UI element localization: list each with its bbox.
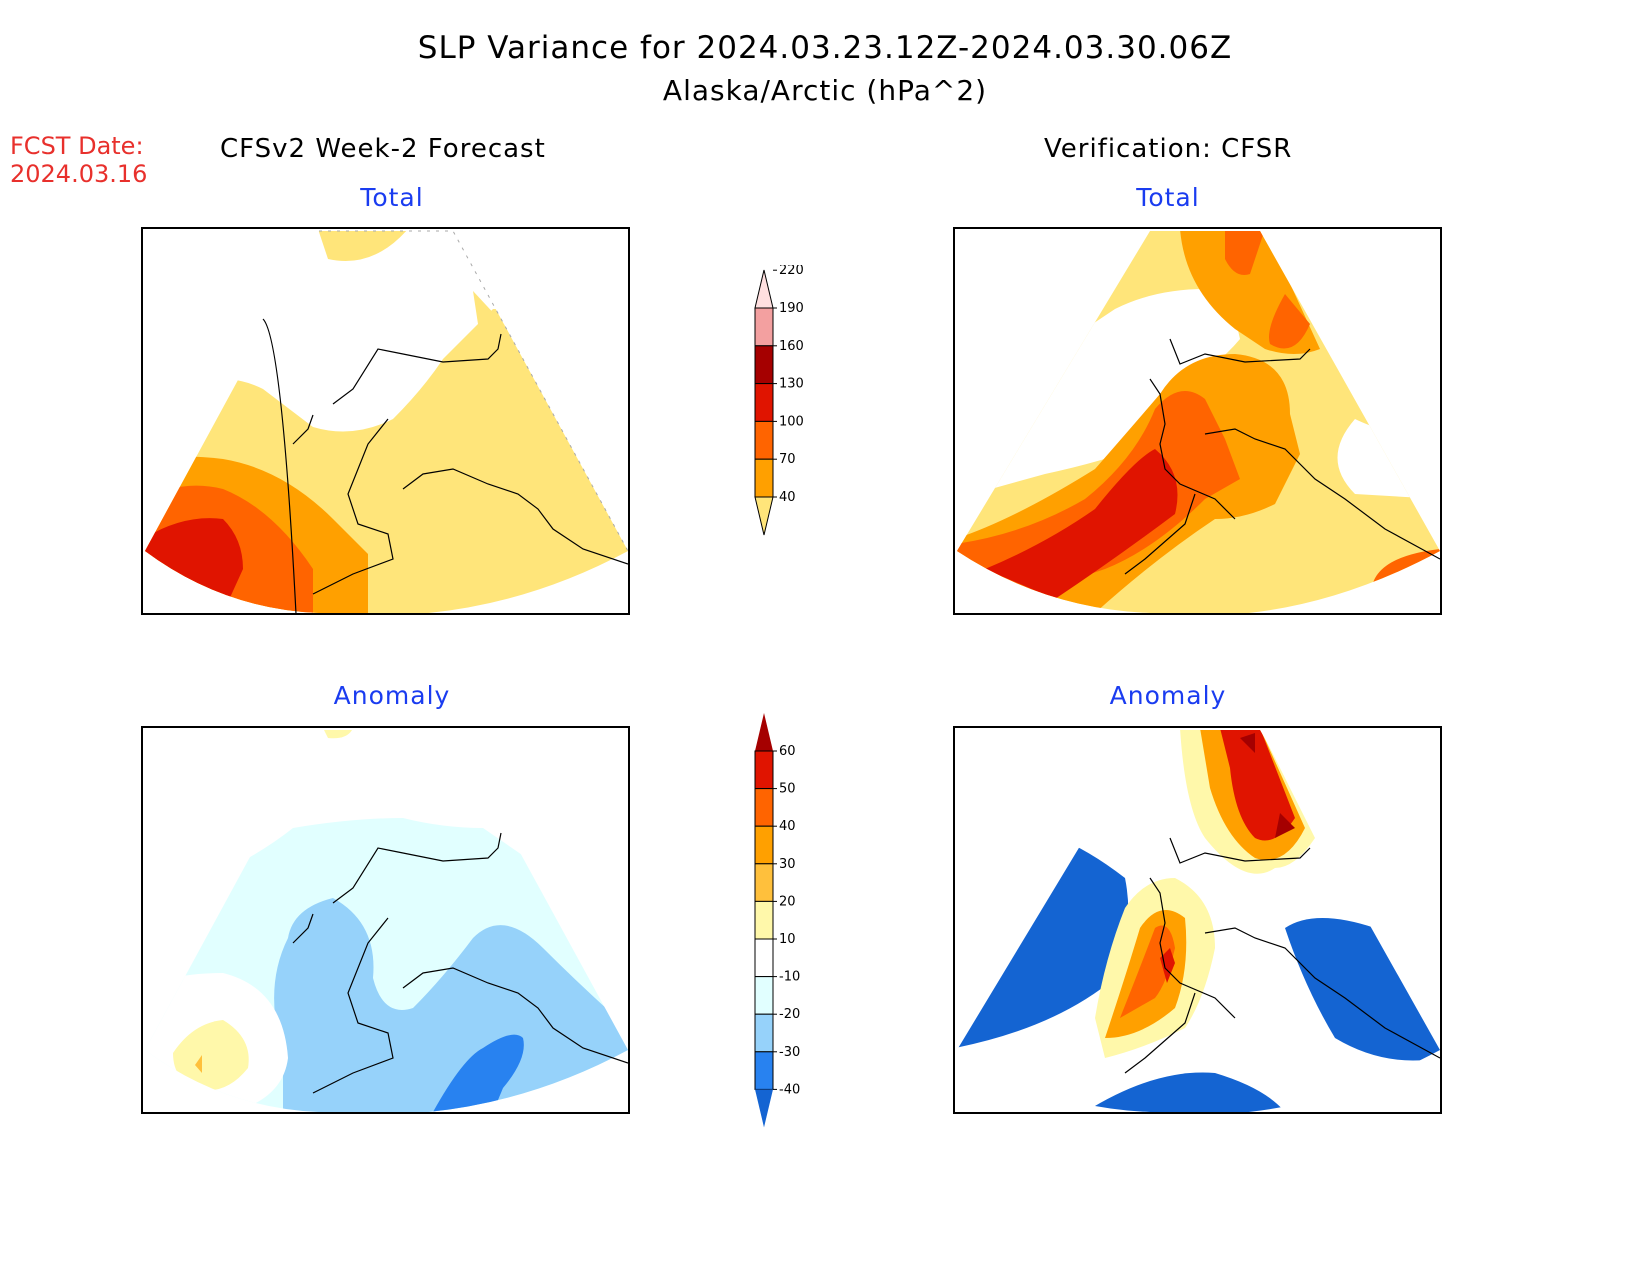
colorbar-box: [754, 307, 774, 347]
verification-column-title: Verification: CFSR: [1044, 134, 1293, 164]
colorbar-label: 20: [779, 894, 796, 909]
colorbar-box: [754, 458, 774, 498]
forecast-total-map: [141, 227, 630, 615]
verification-total-title: Total: [1136, 183, 1200, 212]
chart-subtitle: Alaska/Arctic (hPa^2): [662, 74, 988, 107]
contour-130-main: [985, 449, 1178, 599]
contour-130: [145, 518, 243, 613]
contour-10-top: [323, 730, 353, 739]
colorbar-box: [754, 1013, 774, 1053]
forecast-date-value: 2024.03.16: [10, 160, 148, 188]
colorbar-label: 220: [779, 265, 804, 278]
colorbar-label: 190: [779, 301, 804, 316]
colorbar-box: [754, 938, 774, 978]
colorbar-box: [754, 750, 774, 790]
contour-minus-30: [433, 1034, 524, 1112]
coastline: [1124, 338, 1440, 575]
contour-below-40-nw: [957, 289, 1240, 499]
colorbar-label: 30: [779, 857, 796, 872]
contour-10: [173, 1020, 249, 1091]
forecast-total-title: Total: [360, 183, 424, 212]
colorbar-top-triangle: [755, 713, 773, 751]
colorbar-box: [754, 863, 774, 902]
colorbar-label: -40: [779, 1082, 800, 1097]
colorbar-label: -20: [779, 1007, 800, 1022]
contour-130-se: [1405, 581, 1440, 613]
colorbar-bottom-triangle: [754, 496, 774, 536]
colorbar-label: -30: [779, 1045, 800, 1060]
contour-20: [195, 1055, 202, 1073]
verification-anomaly-map: [953, 726, 1442, 1114]
colorbar-label: 50: [779, 782, 796, 797]
coastline: [292, 832, 628, 1094]
colorbar-box: [754, 345, 774, 385]
colorbar-box: [754, 900, 774, 940]
total-colorbar: 40 70 100 130 160 190 220: [750, 263, 820, 585]
colorbar-label: 40: [779, 819, 796, 834]
colorbar-label: 60: [779, 744, 796, 759]
contour-minus-40-south: [1085, 1072, 1285, 1112]
verification-anomaly-title: Anomaly: [1109, 681, 1227, 710]
contour-100-north: [1225, 231, 1310, 349]
colorbar-box: [754, 1051, 774, 1090]
colorbar-box: [754, 383, 774, 422]
chart-title: SLP Variance for 2024.03.23.12Z-2024.03.…: [417, 30, 1233, 66]
contour-40-ne: [473, 291, 513, 340]
colorbar-bottom-triangle: [755, 1089, 773, 1128]
colorbar-box: [754, 825, 774, 865]
anomaly-colorbar: -40 -30 -20 -10 10 20 30 40 50 60: [750, 705, 820, 1135]
forecast-date-label: FCST Date:: [10, 132, 144, 160]
contour-50-north: [1220, 730, 1295, 841]
forecast-column-title: CFSv2 Week-2 Forecast: [220, 134, 546, 164]
colorbar-top-triangle: [754, 269, 774, 309]
colorbar-label: 160: [779, 339, 804, 354]
colorbar-label: 70: [779, 452, 796, 467]
colorbar-label: 100: [779, 414, 804, 429]
colorbar-label: 10: [779, 932, 796, 947]
colorbar-box: [754, 788, 774, 827]
contour-below-40-east: [1337, 419, 1440, 499]
coastline: [262, 318, 628, 613]
forecast-anomaly-title: Anomaly: [333, 681, 451, 710]
contour-50-center: [1160, 948, 1175, 983]
colorbar-label: 130: [779, 377, 804, 392]
colorbar-label: -10: [779, 970, 800, 985]
contour-60-north: [1240, 733, 1295, 838]
forecast-anomaly-map: [141, 726, 630, 1114]
contour-40-top: [318, 231, 408, 261]
colorbar-box: [754, 420, 774, 460]
coastline: [1124, 837, 1440, 1074]
verification-total-map: [953, 227, 1442, 615]
contour-minus-20: [274, 898, 628, 1112]
colorbar-box: [754, 976, 774, 1015]
colorbar-label: 40: [779, 490, 796, 505]
